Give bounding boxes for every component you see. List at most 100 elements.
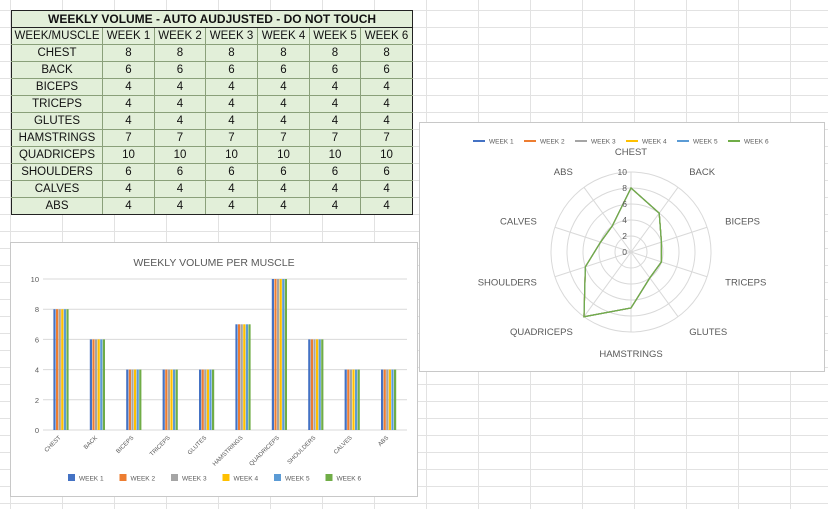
bar	[243, 324, 246, 430]
value-cell[interactable]: 6	[309, 61, 361, 79]
bar	[381, 369, 384, 430]
header-cell-week-3[interactable]: WEEK 3	[205, 27, 258, 45]
value-cell[interactable]: 4	[102, 78, 155, 96]
header-cell-week-2[interactable]: WEEK 2	[154, 27, 206, 45]
value-cell[interactable]: 6	[257, 61, 310, 79]
value-cell[interactable]: 4	[154, 95, 206, 113]
radar-chart-panel[interactable]: 0 2 4 6 8 10 CHEST BACK BICEPS TRICEPS GLUTES HAMST…	[419, 122, 825, 372]
value-cell[interactable]: 4	[102, 112, 155, 130]
value-cell[interactable]: 4	[154, 197, 206, 215]
table-title[interactable]: WEEKLY VOLUME - AUTO AUDJUSTED - DO NOT …	[10, 10, 414, 28]
value-cell[interactable]: 4	[309, 197, 361, 215]
value-cell[interactable]: 6	[154, 61, 206, 79]
muscle-cell[interactable]: QUADRICEPS	[11, 146, 103, 164]
value-cell[interactable]: 10	[154, 146, 206, 164]
x-tick-label: HAMSTRINGS	[212, 435, 245, 468]
value-cell[interactable]: 4	[102, 197, 155, 215]
value-cell[interactable]: 4	[154, 78, 206, 96]
value-cell[interactable]: 4	[359, 95, 414, 113]
value-cell[interactable]: 7	[257, 129, 310, 147]
bar	[170, 369, 173, 430]
bar	[279, 279, 282, 430]
value-cell[interactable]: 4	[359, 197, 414, 215]
muscle-cell[interactable]: BICEPS	[11, 78, 103, 96]
value-cell[interactable]: 10	[102, 146, 155, 164]
muscle-cell[interactable]: GLUTES	[11, 112, 103, 130]
value-cell[interactable]: 6	[205, 61, 258, 79]
radar-spoke	[554, 226, 632, 253]
bar	[383, 369, 386, 430]
value-cell[interactable]: 8	[309, 44, 361, 62]
value-cell[interactable]: 4	[257, 78, 310, 96]
value-cell[interactable]: 4	[309, 95, 361, 113]
bar	[308, 339, 311, 430]
value-cell[interactable]: 4	[309, 78, 361, 96]
value-cell[interactable]: 10	[359, 146, 414, 164]
value-cell[interactable]: 7	[102, 129, 155, 147]
bar	[139, 369, 142, 430]
header-cell-week-1[interactable]: WEEK 1	[102, 27, 155, 45]
muscle-cell[interactable]: TRICEPS	[11, 95, 103, 113]
value-cell[interactable]: 10	[309, 146, 361, 164]
value-cell[interactable]: 4	[205, 112, 258, 130]
bar	[274, 279, 277, 430]
muscle-cell[interactable]: BACK	[11, 61, 103, 79]
value-cell[interactable]: 8	[257, 44, 310, 62]
header-cell-week-6[interactable]: WEEK 6	[359, 27, 414, 45]
value-cell[interactable]: 8	[154, 44, 206, 62]
value-cell[interactable]: 4	[205, 95, 258, 113]
muscle-cell[interactable]: CHEST	[11, 44, 103, 62]
value-cell[interactable]: 4	[205, 197, 258, 215]
value-cell[interactable]: 6	[309, 163, 361, 181]
value-cell[interactable]: 7	[359, 129, 414, 147]
bar	[102, 339, 105, 430]
value-cell[interactable]: 4	[257, 197, 310, 215]
radar-axis-label: SHOULDERS	[478, 278, 537, 289]
value-cell[interactable]: 4	[154, 180, 206, 198]
value-cell[interactable]: 8	[205, 44, 258, 62]
value-cell[interactable]: 6	[359, 163, 414, 181]
header-cell-week-5[interactable]: WEEK 5	[309, 27, 361, 45]
table-row: QUADRICEPS 10 10 10 10 10 10	[11, 146, 414, 164]
value-cell[interactable]: 6	[154, 163, 206, 181]
value-cell[interactable]: 4	[154, 112, 206, 130]
bar	[63, 309, 66, 430]
header-cell-week-4[interactable]: WEEK 4	[257, 27, 310, 45]
bar	[89, 339, 92, 430]
y-tick-label: 0	[35, 426, 39, 435]
bar	[310, 339, 313, 430]
muscle-cell[interactable]: HAMSTRINGS	[11, 129, 103, 147]
value-cell[interactable]: 6	[102, 61, 155, 79]
value-cell[interactable]: 4	[205, 180, 258, 198]
value-cell[interactable]: 4	[309, 112, 361, 130]
value-cell[interactable]: 4	[102, 180, 155, 198]
legend-label: WEEK 5	[693, 139, 718, 146]
value-cell[interactable]: 4	[205, 78, 258, 96]
value-cell[interactable]: 7	[309, 129, 361, 147]
bar	[347, 369, 350, 430]
value-cell[interactable]: 4	[257, 112, 310, 130]
value-cell[interactable]: 7	[154, 129, 206, 147]
muscle-cell[interactable]: SHOULDERS	[11, 163, 103, 181]
value-cell[interactable]: 4	[257, 95, 310, 113]
value-cell[interactable]: 4	[257, 180, 310, 198]
muscle-cell[interactable]: CALVES	[11, 180, 103, 198]
value-cell[interactable]: 6	[257, 163, 310, 181]
value-cell[interactable]: 7	[205, 129, 258, 147]
value-cell[interactable]: 4	[309, 180, 361, 198]
value-cell[interactable]: 6	[205, 163, 258, 181]
value-cell[interactable]: 6	[359, 61, 414, 79]
value-cell[interactable]: 8	[359, 44, 414, 62]
header-cell-corner[interactable]: WEEK/MUSCLE	[11, 27, 103, 45]
value-cell[interactable]: 6	[102, 163, 155, 181]
muscle-cell[interactable]: ABS	[11, 197, 103, 215]
value-cell[interactable]: 4	[359, 112, 414, 130]
value-cell[interactable]: 8	[102, 44, 155, 62]
value-cell[interactable]: 10	[205, 146, 258, 164]
radar-spoke	[583, 186, 632, 253]
value-cell[interactable]: 10	[257, 146, 310, 164]
value-cell[interactable]: 4	[359, 180, 414, 198]
value-cell[interactable]: 4	[359, 78, 414, 96]
value-cell[interactable]: 4	[102, 95, 155, 113]
bar-chart-panel[interactable]: WEEKLY VOLUME PER MUSCLE 0 2 4 6 8 10 CHEST BACK…	[10, 242, 418, 497]
